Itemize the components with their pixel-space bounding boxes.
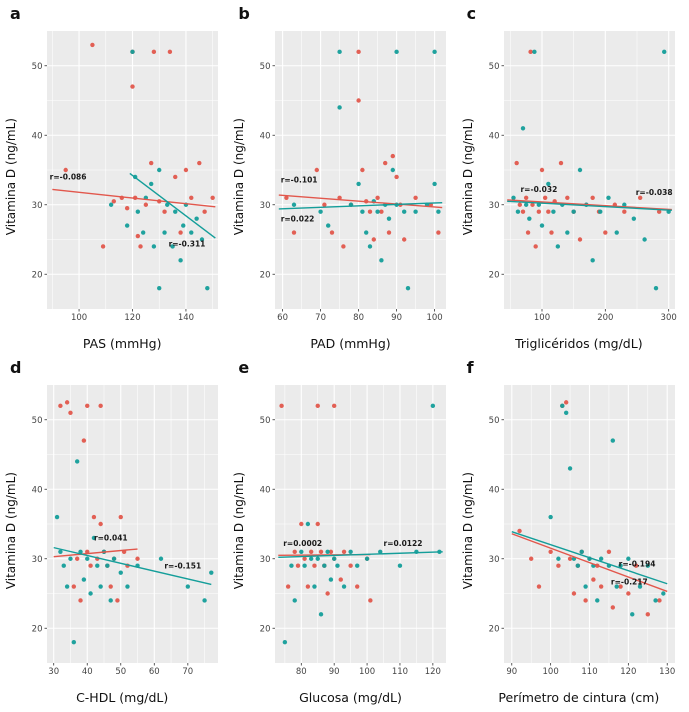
svg-text:100: 100 <box>427 313 443 323</box>
svg-text:30: 30 <box>48 667 59 677</box>
panel-d: d Vitamina D (ng/mL) r=0.041 r=-0.151 30 40… <box>2 358 230 712</box>
svg-text:50: 50 <box>115 667 126 677</box>
panel-f: f Vitamina D (ng/mL) r=-0.194 r=-0.217 90 1… <box>459 358 687 712</box>
panel-b: b Vitamina D (ng/mL) r=-0.101 r=0.022 60 70… <box>230 4 458 358</box>
svg-text:20: 20 <box>488 270 499 280</box>
panel-a: a Vitamina D (ng/mL) r=-0.086 r=-0.311 100… <box>2 4 230 358</box>
y-axis-title: Vitamina D (ng/mL) <box>460 118 475 236</box>
svg-text:r=0.041: r=0.041 <box>94 534 128 543</box>
svg-text:80: 80 <box>354 313 365 323</box>
svg-text:20: 20 <box>32 624 43 634</box>
svg-text:100: 100 <box>542 667 558 677</box>
panel-c: c Vitamina D (ng/mL) r=-0.032 r=-0.038 100… <box>459 4 687 358</box>
svg-text:300: 300 <box>660 313 676 323</box>
svg-text:40: 40 <box>488 131 499 141</box>
svg-text:r=-0.311: r=-0.311 <box>169 239 206 248</box>
svg-text:120: 120 <box>620 667 636 677</box>
svg-text:40: 40 <box>260 131 271 141</box>
svg-text:40: 40 <box>488 485 499 495</box>
svg-text:90: 90 <box>329 667 340 677</box>
y-axis-title: Vitamina D (ng/mL) <box>460 472 475 590</box>
svg-text:20: 20 <box>260 624 271 634</box>
svg-text:r=-0.194: r=-0.194 <box>618 559 655 568</box>
svg-text:50: 50 <box>260 416 271 426</box>
panel-e: e Vitamina D (ng/mL) r=0.0002 r=0.0122 80 9… <box>230 358 458 712</box>
plot-area: r=-0.086 r=-0.311 100 120 140 20 30 40 50 <box>20 24 230 330</box>
svg-text:50: 50 <box>32 62 43 72</box>
svg-text:140: 140 <box>178 313 194 323</box>
plot-area: r=0.041 r=-0.151 30 40 50 60 70 20 30 40 50 <box>20 378 230 684</box>
svg-text:r=0.0002: r=0.0002 <box>284 539 323 548</box>
svg-text:80: 80 <box>296 667 307 677</box>
plot-area: r=0.0002 r=0.0122 80 90 100 110 120 20 30 40 50 <box>248 378 458 684</box>
svg-text:r=0.0122: r=0.0122 <box>384 539 423 548</box>
plot-area: r=-0.032 r=-0.038 100 200 300 20 30 40 50 <box>477 24 687 330</box>
panel-label: b <box>238 4 250 23</box>
plot-area: r=-0.101 r=0.022 60 70 80 90 100 20 30 40 50 <box>248 24 458 330</box>
svg-text:50: 50 <box>488 416 499 426</box>
svg-text:20: 20 <box>32 270 43 280</box>
svg-text:r=0.022: r=0.022 <box>281 214 315 223</box>
panel-label: e <box>238 358 250 377</box>
y-axis-title: Vitamina D (ng/mL) <box>232 472 247 590</box>
svg-text:90: 90 <box>392 313 403 323</box>
y-axis-title: Vitamina D (ng/mL) <box>4 118 18 236</box>
svg-text:50: 50 <box>488 62 499 72</box>
svg-text:r=-0.101: r=-0.101 <box>281 176 318 185</box>
svg-text:30: 30 <box>488 555 499 565</box>
x-axis-title: PAD (mmHg) <box>310 336 391 351</box>
panel-label: a <box>10 4 21 23</box>
svg-text:100: 100 <box>71 313 87 323</box>
x-axis-title: Triglicéridos (mg/dL) <box>515 336 643 351</box>
svg-text:110: 110 <box>581 667 597 677</box>
svg-text:r=-0.086: r=-0.086 <box>50 173 87 182</box>
svg-text:60: 60 <box>278 313 289 323</box>
svg-text:40: 40 <box>82 667 93 677</box>
x-axis-title: Glucosa (mg/dL) <box>299 690 402 705</box>
svg-text:50: 50 <box>260 62 271 72</box>
panel-label: f <box>466 358 474 377</box>
svg-text:r=-0.032: r=-0.032 <box>520 185 557 194</box>
svg-text:100: 100 <box>534 313 550 323</box>
svg-text:130: 130 <box>659 667 675 677</box>
svg-text:30: 30 <box>32 555 43 565</box>
panel-label: d <box>10 358 22 377</box>
svg-text:30: 30 <box>32 201 43 211</box>
x-axis-title: Perímetro de cintura (cm) <box>498 690 660 705</box>
svg-text:70: 70 <box>182 667 193 677</box>
svg-text:20: 20 <box>260 270 271 280</box>
y-axis-title: Vitamina D (ng/mL) <box>232 118 247 236</box>
svg-text:200: 200 <box>597 313 613 323</box>
svg-text:r=-0.038: r=-0.038 <box>635 188 672 197</box>
svg-text:30: 30 <box>260 201 271 211</box>
y-axis-title: Vitamina D (ng/mL) <box>4 472 18 590</box>
svg-text:r=-0.151: r=-0.151 <box>164 561 201 570</box>
svg-text:40: 40 <box>32 485 43 495</box>
svg-text:30: 30 <box>488 201 499 211</box>
svg-text:100: 100 <box>359 667 375 677</box>
svg-text:70: 70 <box>316 313 327 323</box>
x-axis-title: C-HDL (mg/dL) <box>76 690 169 705</box>
svg-text:20: 20 <box>488 624 499 634</box>
svg-text:50: 50 <box>32 416 43 426</box>
svg-text:40: 40 <box>260 485 271 495</box>
plot-area: r=-0.194 r=-0.217 90 100 110 120 130 20 30 40 50 <box>477 378 687 684</box>
svg-text:40: 40 <box>32 131 43 141</box>
svg-text:120: 120 <box>124 313 140 323</box>
x-axis-title: PAS (mmHg) <box>82 336 162 351</box>
panel-label: c <box>466 4 477 23</box>
svg-text:60: 60 <box>149 667 160 677</box>
svg-text:90: 90 <box>506 667 517 677</box>
svg-text:120: 120 <box>425 667 441 677</box>
svg-text:110: 110 <box>392 667 408 677</box>
svg-text:r=-0.217: r=-0.217 <box>611 577 648 586</box>
svg-text:30: 30 <box>260 555 271 565</box>
